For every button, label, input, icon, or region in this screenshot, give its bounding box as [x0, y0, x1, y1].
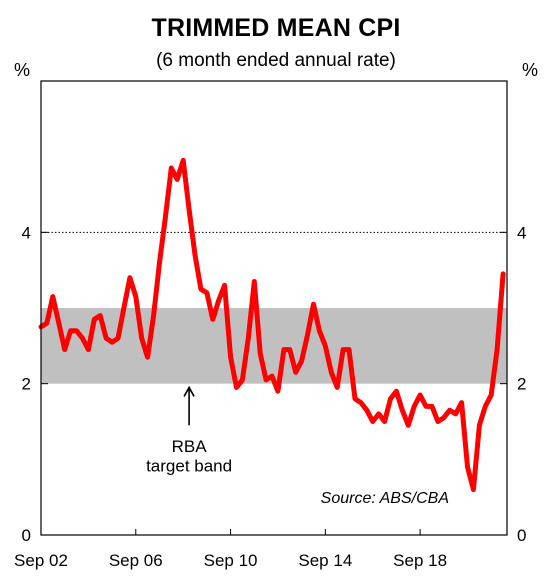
plot-frame — [40, 80, 508, 536]
rba-target-band — [41, 308, 507, 384]
y-axis-unit-left: % — [14, 60, 31, 80]
y-tick-label-right: 0 — [517, 526, 526, 545]
band-label-line-1: RBA — [172, 437, 208, 456]
band-label-line-2: target band — [146, 456, 232, 475]
x-tick-label: Sep 18 — [393, 551, 447, 570]
source-note: Source: ABS/CBA — [321, 490, 449, 507]
x-tick-label: Sep 06 — [109, 551, 163, 570]
y-tick-label-right: 4 — [517, 223, 526, 242]
y-axis-ticks: 0 0 2 2 4 4 — [22, 223, 527, 545]
x-tick-label: Sep 14 — [298, 551, 352, 570]
x-tick-label: Sep 02 — [14, 551, 68, 570]
y-tick-label-left: 4 — [22, 223, 31, 242]
x-tick-label: Sep 10 — [204, 551, 258, 570]
series-line-trimmed-mean — [38, 157, 506, 493]
y-tick-label-left: 2 — [22, 375, 31, 394]
chart-title: TRIMMED MEAN CPI — [151, 14, 401, 42]
y-axis-unit-right: % — [522, 60, 539, 80]
chart-subtitle: (6 month ended annual rate) — [156, 50, 396, 71]
y-tick-label-left: 0 — [22, 526, 31, 545]
band-label-arrow — [183, 385, 195, 426]
x-axis-ticks: Sep 02 Sep 06 Sep 10 Sep 14 Sep 18 — [14, 529, 447, 570]
y-tick-label-right: 2 — [517, 375, 526, 394]
